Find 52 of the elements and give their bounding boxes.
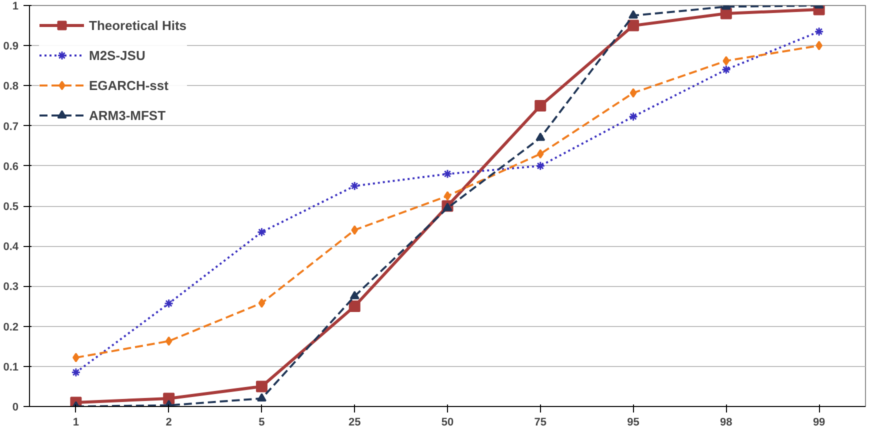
point [72,352,80,362]
x-tick-label: 95 [627,416,640,428]
legend-label: ARM3-MFST [89,108,166,122]
point [536,132,546,141]
point [722,56,730,66]
point [350,290,360,300]
point [351,225,358,235]
x-tick-label: 98 [720,416,732,428]
point [536,161,546,171]
y-tick-label: 1 [12,0,19,12]
point [256,380,268,392]
point [814,26,824,36]
y-tick-label: 0 [12,402,19,414]
point [444,191,451,201]
x-tick-label: 1 [72,416,80,428]
point [628,112,638,122]
y-tick-label: 0.9 [3,40,19,53]
x-tick-label: 5 [258,416,265,428]
point [164,298,174,308]
point [71,368,81,378]
y-tick-label: 0.1 [3,361,19,374]
y-tick-label: 0.3 [3,281,19,294]
point [628,20,640,32]
y-tick-label: 0.2 [3,321,19,334]
x-tick-label: 2 [166,416,172,428]
point [816,40,822,50]
legend-label: M2S-JSU [89,48,146,62]
point [442,202,452,212]
y-tick-label: 0.5 [3,201,19,213]
point [256,227,266,237]
point [534,100,546,112]
point [721,64,731,74]
point [348,300,360,312]
point [350,181,360,191]
point [163,392,175,404]
point [628,10,638,19]
x-tick-label: 99 [812,416,826,428]
x-tick-label: 25 [348,416,361,428]
x-tick-label: 50 [441,416,454,428]
point [630,88,637,98]
y-tick-label: 0.7 [3,120,19,133]
point [256,393,266,402]
legend-label: EGARCH-sst [89,78,168,92]
point [536,149,544,159]
y-tick-label: 0.8 [3,80,19,93]
x-tick-label: 75 [534,416,547,428]
legend-label: Theoretical Hits [89,18,187,32]
point [165,336,172,346]
y-tick-label: 0.6 [3,160,19,173]
point [258,298,266,308]
point [442,169,452,179]
y-tick-label: 0.4 [3,241,20,254]
